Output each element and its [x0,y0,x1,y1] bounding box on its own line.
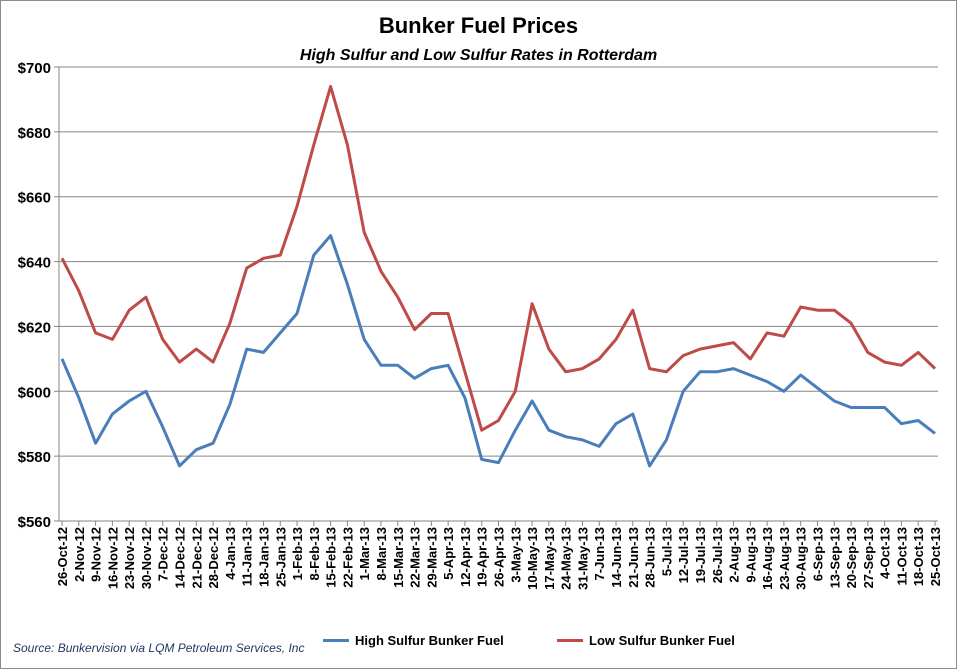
x-tick-label: 24-May-13 [559,527,574,590]
x-tick-label: 1-Feb-13 [290,527,305,580]
x-tick-label: 2-Nov-12 [72,527,87,582]
y-axis-ticks: $560 $580 $600 $620 $640 $660 $680 $700 [18,60,59,531]
x-tick-label: 26-Apr-13 [492,527,507,587]
y-tick-label: $620 [18,319,51,336]
series-lines [60,85,937,468]
x-tick-label: 28-Jun-13 [643,527,658,588]
x-tick-label: 30-Nov-12 [139,527,154,589]
x-tick-label: 12-Apr-13 [458,527,473,587]
x-tick-label: 1-Mar-13 [357,527,372,580]
x-tick-label: 14-Dec-12 [173,527,188,588]
x-tick-label: 17-May-13 [542,527,557,590]
x-tick-label: 4-Oct-13 [878,527,893,579]
x-tick-label: 6-Sep-13 [810,527,825,581]
x-tick-label: 25-Oct-13 [928,527,943,586]
x-tick-label: 16-Nov-12 [105,527,120,589]
x-tick-label: 9-Nov-12 [89,527,104,582]
x-tick-label: 31-May-13 [575,527,590,590]
x-tick-label: 20-Sep-13 [844,527,859,588]
x-tick-label: 16-Aug-13 [760,527,775,590]
x-tick-label: 29-Mar-13 [424,527,439,588]
x-tick-label: 10-May-13 [525,527,540,590]
x-tick-label: 15-Feb-13 [324,527,339,588]
legend-item-high-sulfur: High Sulfur Bunker Fuel [323,633,504,648]
x-tick-label: 28-Dec-12 [206,527,221,588]
y-tick-label: $600 [18,384,51,401]
x-tick-label: 5-Jul-13 [659,527,674,576]
gridlines [59,66,938,457]
x-tick-label: 15-Mar-13 [391,527,406,588]
legend-swatch-low-sulfur [557,639,583,642]
x-tick-label: 7-Jun-13 [592,527,607,580]
legend-item-low-sulfur: Low Sulfur Bunker Fuel [557,633,735,648]
x-tick-label: 2-Aug-13 [727,527,742,583]
x-tick-label: 3-May-13 [508,527,523,583]
x-tick-label: 25-Jan-13 [273,527,288,587]
y-tick-label: $660 [18,190,51,207]
chart-subtitle: High Sulfur and Low Sulfur Rates in Rott… [299,47,658,64]
high-sulfur-series-line [60,234,936,468]
y-tick-label: $640 [18,255,51,272]
x-tick-label: 7-Dec-12 [156,527,171,581]
x-tick-label: 5-Apr-13 [441,527,456,580]
x-tick-label: 21-Jun-13 [626,527,641,588]
x-tick-label: 27-Sep-13 [861,527,876,588]
x-axis-ticks: 26-Oct-12 2-Nov-12 9-Nov-12 16-Nov-12 23-Nov… [55,521,943,590]
x-tick-label: 8-Feb-13 [307,527,322,580]
x-tick-label: 4-Jan-13 [223,527,238,580]
y-tick-label: $700 [18,60,51,77]
x-tick-label: 23-Aug-13 [777,527,792,590]
low-sulfur-series-line [60,85,937,432]
x-tick-label: 22-Mar-13 [408,527,423,588]
y-tick-label: $580 [18,449,51,466]
legend-label-high-sulfur: High Sulfur Bunker Fuel [355,633,504,648]
x-tick-label: 18-Oct-13 [911,527,926,586]
x-tick-label: 18-Jan-13 [256,527,271,587]
x-tick-label: 26-Jul-13 [710,527,725,583]
x-tick-label: 21-Dec-12 [189,527,204,588]
x-tick-label: 8-Mar-13 [374,527,389,580]
x-tick-label: 13-Sep-13 [827,527,842,588]
x-tick-label: 12-Jul-13 [676,527,691,583]
x-tick-label: 26-Oct-12 [55,527,70,586]
x-tick-label: 9-Aug-13 [743,527,758,583]
y-tick-label: $680 [18,125,51,142]
x-tick-label: 11-Jan-13 [240,527,255,586]
legend-swatch-high-sulfur [323,639,349,642]
x-tick-label: 19-Apr-13 [475,527,490,587]
x-tick-label: 22-Feb-13 [340,527,355,588]
chart-source-note: Source: Bunkervision via LQM Petroleum S… [13,641,305,655]
x-tick-label: 14-Jun-13 [609,527,624,588]
x-tick-label: 23-Nov-12 [122,527,137,589]
chart-title: Bunker Fuel Prices [378,13,579,38]
y-tick-label: $560 [18,514,51,531]
x-tick-label: 19-Jul-13 [693,527,708,583]
x-tick-label: 30-Aug-13 [794,527,809,590]
x-tick-label: 11-Oct-13 [894,527,909,586]
legend-label-low-sulfur: Low Sulfur Bunker Fuel [589,633,735,648]
